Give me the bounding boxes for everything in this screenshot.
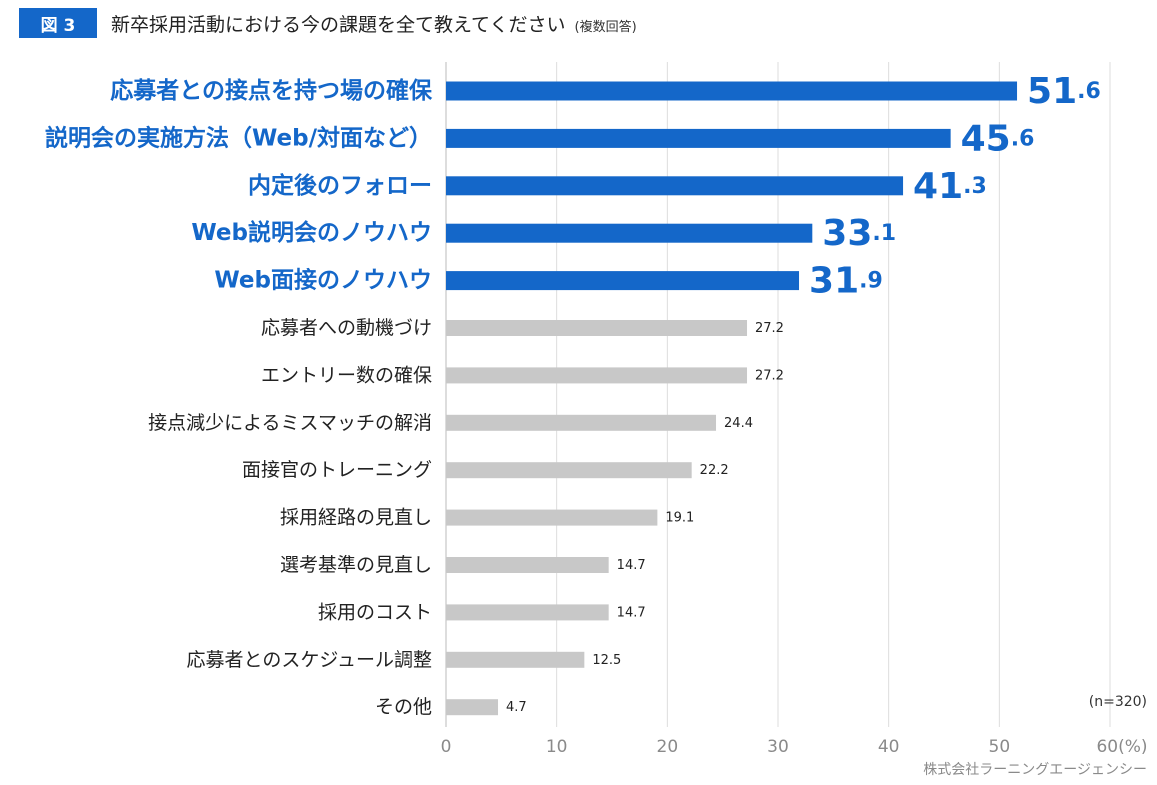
category-label: 採用経路の見直し	[280, 507, 432, 529]
data-label-int: 27	[755, 321, 772, 336]
bar	[446, 699, 499, 716]
sample-size-note: (n=320)	[1088, 694, 1147, 710]
data-label-dec: .2	[772, 321, 784, 336]
category-label: エントリー数の確保	[261, 364, 432, 386]
bar	[446, 320, 748, 336]
bar	[446, 128, 951, 148]
data-label-int: 33	[822, 213, 872, 254]
bar	[446, 604, 609, 621]
data-label: 27.2	[755, 321, 784, 336]
data-label: 22.2	[700, 463, 729, 478]
data-label-int: 24	[724, 415, 741, 430]
x-tick-label: 60(%)	[1096, 737, 1147, 757]
data-label-dec: .5	[609, 652, 621, 667]
data-label: 4.7	[506, 700, 527, 715]
data-label: 12.5	[592, 652, 621, 667]
data-label-dec: .6	[1077, 79, 1101, 104]
figure-title-text: 新卒採用活動における今の課題を全て教えてください	[111, 13, 566, 36]
bar	[446, 462, 692, 479]
data-label-int: 19	[665, 510, 682, 525]
data-label: 31.9	[809, 260, 883, 301]
data-label-dec: .2	[772, 368, 784, 383]
category-label: 内定後のフォロー	[248, 172, 432, 199]
data-label-dec: .7	[633, 605, 645, 620]
data-label-dec: .9	[859, 268, 883, 293]
category-label: 応募者との接点を持つ場の確保	[110, 77, 433, 104]
data-label: 14.7	[617, 605, 646, 620]
data-label-dec: .1	[682, 510, 694, 525]
data-label: 41.3	[913, 165, 987, 206]
bar	[446, 271, 800, 291]
data-label: 33.1	[822, 213, 896, 254]
credit-text: 株式会社ラーニングエージェンシー	[923, 762, 1147, 778]
data-label-dec: .7	[633, 558, 645, 573]
data-label-dec: .1	[872, 221, 896, 246]
data-label-dec: .4	[741, 415, 753, 430]
data-label-int: 14	[617, 558, 634, 573]
x-tick-label: 50	[989, 737, 1011, 757]
x-tick-label: 20	[657, 737, 679, 757]
figure-header: 図 3 新卒採用活動における今の課題を全て教えてください (複数回答)	[19, 8, 637, 38]
bar	[446, 367, 748, 384]
category-label: 応募者とのスケジュール調整	[187, 649, 432, 671]
data-label-dec: .6	[1011, 126, 1035, 151]
bar	[446, 223, 813, 243]
figure-title: 新卒採用活動における今の課題を全て教えてください (複数回答)	[111, 10, 637, 37]
data-label-int: 27	[755, 368, 772, 383]
data-label: 51.6	[1027, 71, 1101, 112]
data-label-int: 45	[961, 118, 1011, 159]
data-label: 14.7	[617, 558, 646, 573]
category-label: 面接官のトレーニング	[242, 459, 432, 481]
data-label-dec: .3	[963, 173, 987, 198]
x-tick-label: 0	[441, 737, 452, 757]
category-label: 採用のコスト	[318, 601, 432, 623]
category-label: 説明会の実施方法（Web/対面など）	[45, 124, 432, 151]
bar	[446, 176, 904, 196]
data-label-int: 41	[913, 165, 963, 206]
category-label: Web説明会のノウハウ	[191, 219, 432, 246]
data-label-int: 31	[809, 260, 859, 301]
category-label: その他	[375, 696, 432, 718]
figure-title-note: (複数回答)	[574, 19, 637, 35]
category-label: 選考基準の見直し	[280, 554, 432, 576]
data-label: 24.4	[724, 415, 753, 430]
category-label: 応募者への動機づけ	[261, 317, 432, 339]
bar	[446, 557, 609, 573]
data-label: 19.1	[665, 510, 694, 525]
category-label: Web面接のノウハウ	[214, 268, 432, 294]
data-label-int: 14	[617, 605, 634, 620]
x-axis-unit: (%)	[1118, 737, 1147, 757]
data-label: 27.2	[755, 368, 784, 383]
data-label-int: 51	[1027, 71, 1077, 112]
x-tick-label: 10	[546, 737, 568, 757]
data-label-dec: .2	[716, 463, 728, 478]
bar	[446, 651, 585, 668]
figure-badge: 図 3	[19, 8, 97, 38]
bar	[446, 81, 1018, 101]
x-tick-label: 40	[878, 737, 900, 757]
data-label-dec: .7	[514, 700, 526, 715]
bar	[446, 509, 658, 526]
data-label-int: 12	[592, 652, 609, 667]
bar	[446, 414, 717, 431]
data-label-int: 4	[506, 700, 514, 715]
x-tick-label: 30	[767, 737, 789, 757]
data-label-int: 22	[700, 463, 717, 478]
category-label: 接点減少によるミスマッチの解消	[148, 412, 432, 434]
data-label: 45.6	[961, 118, 1035, 159]
